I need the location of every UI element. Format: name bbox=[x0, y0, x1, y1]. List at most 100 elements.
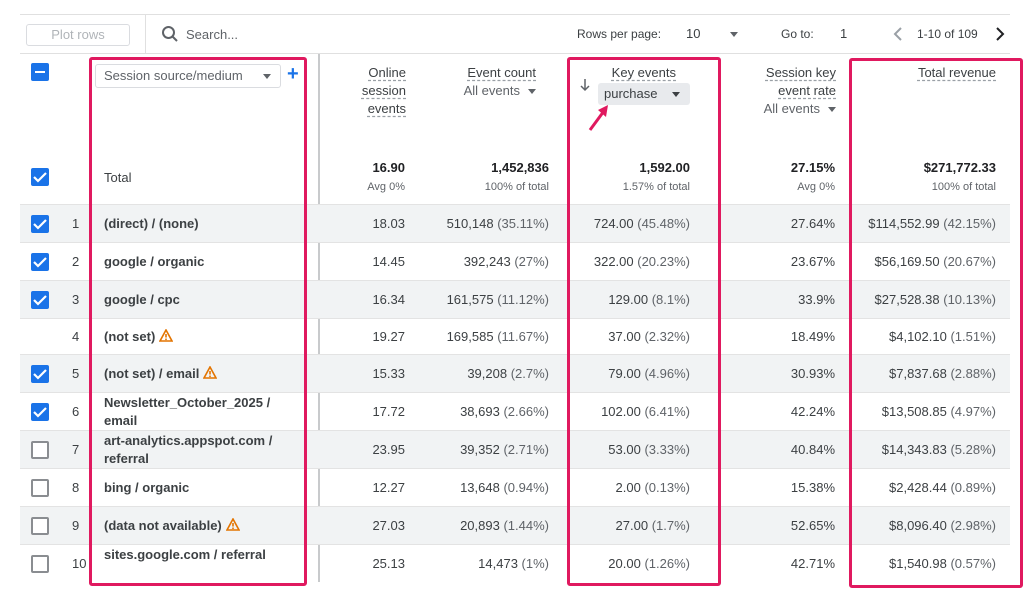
revenue-percent: (0.89%) bbox=[950, 480, 996, 495]
header-title-line: event rate bbox=[778, 83, 836, 98]
key-events-value: 129.00 bbox=[608, 292, 649, 307]
event-count-cell: 13,648 (0.94%) bbox=[420, 480, 549, 495]
table-row[interactable]: 9 (data not available) 27.03 20,893 (1.44%)… bbox=[20, 506, 1010, 544]
plot-rows-button[interactable]: Plot rows bbox=[26, 24, 130, 46]
revenue-cell: $4,102.10 (1.51%) bbox=[850, 329, 996, 344]
table-row[interactable]: 5 (not set) / email 15.33 39,208 (2.7%) 79.0… bbox=[20, 354, 1010, 392]
event-count-value: 14,473 bbox=[478, 556, 518, 571]
table-row[interactable]: 8 bing / organic 12.27 13,648 (0.94%) 2.00 (… bbox=[20, 468, 1010, 506]
revenue-percent: (2.88%) bbox=[950, 366, 996, 381]
dimension-value[interactable]: google / cpc bbox=[104, 291, 304, 309]
table-toolbar: Plot rows Rows per page: 10 Go to: 1 1-1… bbox=[20, 14, 1010, 54]
event-count-filter[interactable]: All events bbox=[430, 82, 536, 100]
row-number: 1 bbox=[72, 216, 80, 231]
total-label: Total bbox=[104, 170, 132, 185]
key-events-percent: (0.13%) bbox=[644, 480, 690, 495]
dimension-text: (not set) / email bbox=[104, 366, 200, 381]
total-revenue-sub: 100% of total bbox=[931, 181, 996, 193]
total-online: 16.90 bbox=[372, 160, 405, 175]
header-session-key-event-rate[interactable]: Session key event rate All events bbox=[740, 64, 836, 118]
row-checkbox[interactable] bbox=[31, 517, 49, 535]
dimension-text: Newsletter_October_2025 / email bbox=[104, 395, 271, 428]
session-key-rate-cell: 33.9% bbox=[798, 292, 835, 307]
table-row[interactable]: 3 google / cpc 16.34 161,575 (11.12%) 129.00… bbox=[20, 280, 1010, 318]
key-events-cell: 2.00 (0.13%) bbox=[580, 480, 690, 495]
dimension-value[interactable]: sites.google.com / referral bbox=[104, 546, 304, 564]
event-count-cell: 169,585 (11.67%) bbox=[420, 329, 549, 344]
dimension-value[interactable]: (not set) / email bbox=[104, 365, 304, 383]
table-row[interactable]: 10 sites.google.com / referral 25.13 14,473… bbox=[20, 544, 1010, 582]
chevron-left-icon[interactable] bbox=[892, 26, 904, 42]
add-dimension-icon[interactable]: + bbox=[287, 63, 299, 85]
chevron-down-icon bbox=[672, 92, 680, 97]
total-session-rate: 27.15% bbox=[790, 160, 835, 175]
dimension-select[interactable]: Session source/medium bbox=[95, 64, 281, 88]
revenue-percent: (42.15%) bbox=[943, 216, 996, 231]
event-count-percent: (1.44%) bbox=[503, 518, 549, 533]
row-number: 9 bbox=[72, 518, 80, 533]
row-number: 3 bbox=[72, 292, 80, 307]
row-checkbox[interactable] bbox=[31, 215, 49, 233]
revenue-cell: $7,837.68 (2.88%) bbox=[850, 366, 996, 381]
dimension-value[interactable]: art-analytics.appspot.com / referral bbox=[104, 432, 304, 468]
table-row[interactable]: 7 art-analytics.appspot.com / referral 23.… bbox=[20, 430, 1010, 468]
row-checkbox[interactable] bbox=[31, 291, 49, 309]
event-count-value: 169,585 bbox=[446, 329, 494, 344]
header-title: Event count bbox=[467, 65, 536, 80]
select-all-checkbox[interactable] bbox=[31, 63, 49, 81]
rows-per-page-select[interactable]: 10 bbox=[686, 26, 701, 41]
key-events-value: 27.00 bbox=[615, 518, 649, 533]
search-input[interactable] bbox=[186, 23, 386, 45]
table-row[interactable]: 6 Newsletter_October_2025 / email 17.72 38,… bbox=[20, 392, 1010, 430]
row-checkbox[interactable] bbox=[31, 555, 49, 573]
table-row[interactable]: 2 google / organic 14.45 392,243 (27%) 322.0… bbox=[20, 242, 1010, 280]
warning-icon bbox=[225, 518, 240, 531]
revenue-value: $14,343.83 bbox=[881, 442, 947, 457]
key-events-percent: (45.48%) bbox=[637, 216, 690, 231]
annotation-arrow-icon bbox=[588, 105, 608, 131]
row-checkbox[interactable] bbox=[31, 441, 49, 459]
header-online-session-events[interactable]: Online session events bbox=[340, 64, 406, 118]
revenue-value: $7,837.68 bbox=[889, 366, 947, 381]
revenue-value: $114,552.99 bbox=[868, 216, 940, 231]
key-event-select[interactable]: purchase bbox=[598, 83, 690, 105]
header-total-revenue[interactable]: Total revenue bbox=[880, 64, 996, 82]
row-number: 4 bbox=[72, 329, 80, 344]
session-key-rate-cell: 40.84% bbox=[790, 442, 835, 457]
chevron-down-icon[interactable] bbox=[730, 32, 738, 37]
row-checkbox[interactable] bbox=[31, 479, 49, 497]
key-events-value: 79.00 bbox=[608, 366, 641, 381]
total-checkbox[interactable] bbox=[31, 168, 49, 186]
row-checkbox[interactable] bbox=[31, 253, 49, 271]
dimension-text: (not set) bbox=[104, 329, 156, 344]
online-session-events-cell: 19.27 bbox=[372, 329, 405, 344]
table-row[interactable]: 4 (not set) 19.27 169,585 (11.67%) 37.00 (2.… bbox=[20, 318, 1010, 354]
session-key-rate-cell: 23.67% bbox=[790, 254, 835, 269]
dimension-value[interactable]: (not set) bbox=[104, 328, 304, 346]
row-checkbox[interactable] bbox=[31, 365, 49, 383]
dimension-text: (data not available) bbox=[104, 518, 222, 533]
session-key-rate-cell: 30.93% bbox=[790, 366, 835, 381]
dimension-text: (direct) / (none) bbox=[104, 216, 199, 231]
sort-arrow-down-icon[interactable] bbox=[579, 78, 591, 92]
goto-input[interactable]: 1 bbox=[840, 26, 848, 41]
header-key-events[interactable]: Key events bbox=[600, 64, 676, 82]
key-events-cell: 724.00 (45.48%) bbox=[580, 216, 690, 231]
dimension-value[interactable]: (direct) / (none) bbox=[104, 215, 304, 233]
event-count-value: 392,243 bbox=[463, 254, 511, 269]
header-event-count[interactable]: Event count All events bbox=[430, 64, 536, 100]
chevron-right-icon[interactable] bbox=[994, 26, 1006, 42]
key-events-cell: 27.00 (1.7%) bbox=[580, 518, 690, 533]
online-session-events-cell: 16.34 bbox=[372, 292, 405, 307]
dimension-value[interactable]: bing / organic bbox=[104, 479, 304, 497]
dimension-value[interactable]: Newsletter_October_2025 / email bbox=[104, 394, 304, 430]
table-row[interactable]: 1 (direct) / (none) 18.03 510,148 (35.11%) 7… bbox=[20, 204, 1010, 242]
dimension-value[interactable]: google / organic bbox=[104, 253, 304, 271]
revenue-value: $13,508.85 bbox=[881, 404, 947, 419]
session-rate-filter[interactable]: All events bbox=[740, 100, 836, 118]
dimension-value[interactable]: (data not available) bbox=[104, 517, 304, 535]
row-checkbox[interactable] bbox=[31, 403, 49, 421]
key-events-value: 102.00 bbox=[601, 404, 641, 419]
revenue-value: $27,528.38 bbox=[874, 292, 940, 307]
key-events-percent: (1.26%) bbox=[644, 556, 690, 571]
